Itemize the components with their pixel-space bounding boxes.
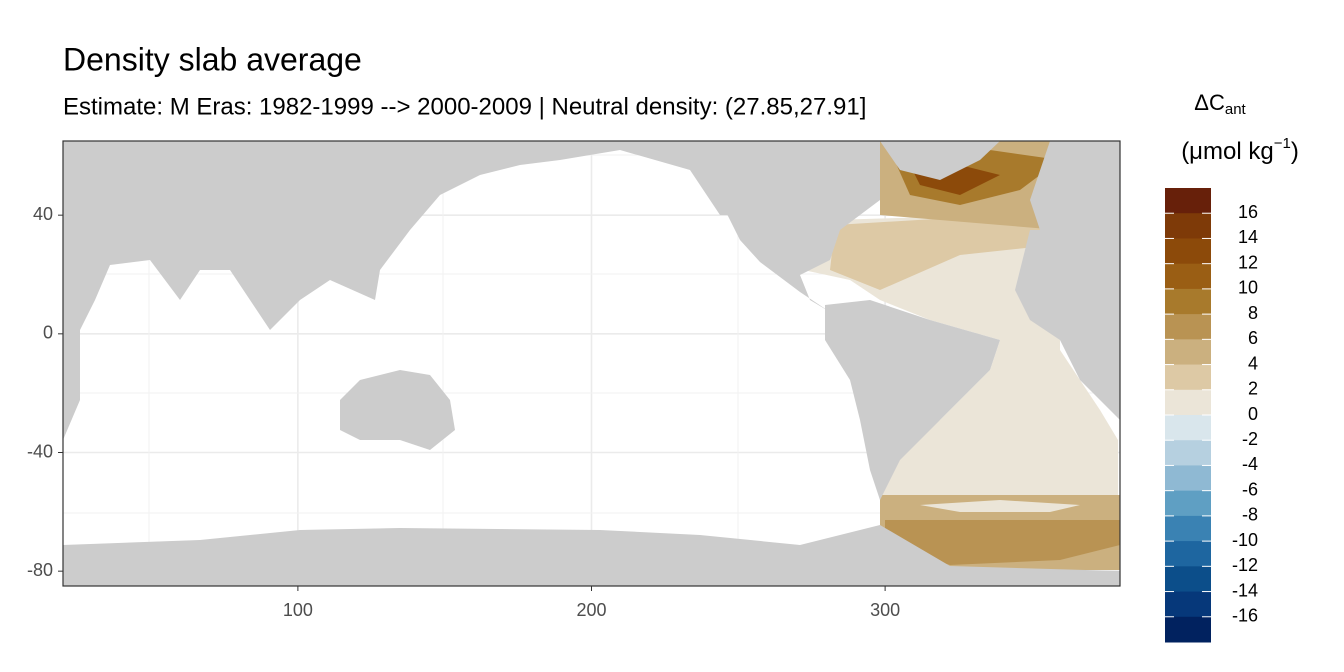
chart-subtitle: Estimate: M Eras: 1982-1999 --> 2000-200… (63, 93, 866, 120)
land-eurasia-africa (63, 141, 880, 440)
land-africa (1015, 230, 1120, 420)
colorbar-label: -16 (1232, 606, 1258, 626)
land-europe (1030, 141, 1120, 230)
map-panel (62, 140, 1121, 587)
land-north-america (700, 141, 880, 312)
colorbar-label: 4 (1248, 353, 1258, 373)
legend-unit: (μmol kg−1) (1181, 135, 1299, 165)
legend-unit-sup: −1 (1274, 135, 1291, 152)
colorbar-label: -12 (1232, 555, 1258, 575)
colorbar-bin (1165, 616, 1211, 643)
field-region (920, 500, 1080, 512)
colorbar: 16 14 12 10 8 6 4 2 0 -2 -4 -6 -8 -10 -12 -14 -16 (1165, 188, 1258, 643)
legend-title-main: ΔC (1194, 90, 1225, 115)
colorbar-label: -4 (1242, 454, 1258, 474)
colorbar-bin (1165, 591, 1211, 618)
colorbar-bin (1165, 288, 1211, 315)
y-tick-label: -40 (27, 441, 53, 461)
colorbar-bin (1165, 263, 1211, 290)
colorbar-bin (1165, 415, 1211, 441)
x-tick-label: 200 (576, 600, 606, 620)
colorbar-label: -6 (1242, 479, 1258, 499)
colorbar-bin (1165, 566, 1211, 593)
y-tick-label: 0 (43, 323, 53, 343)
colorbar-label: 6 (1248, 328, 1258, 348)
colorbar-label: 10 (1238, 278, 1258, 298)
colorbar-label: -2 (1242, 429, 1258, 449)
colorbar-bin (1165, 213, 1211, 239)
colorbar-bin (1165, 515, 1211, 542)
colorbar-label: 14 (1238, 227, 1258, 247)
colorbar-label: 12 (1238, 252, 1258, 272)
y-tick-label: -80 (27, 560, 53, 580)
colorbar-bin (1165, 541, 1211, 567)
field-region (885, 520, 1120, 565)
colorbar-label: 16 (1238, 202, 1258, 222)
colorbar-bin (1165, 188, 1211, 214)
land-south-america (825, 300, 1000, 500)
colorbar-label: -10 (1232, 530, 1258, 550)
legend-title-sub: ant (1225, 101, 1247, 118)
colorbar-bin (1165, 339, 1211, 366)
colorbar-bin (1165, 364, 1211, 391)
colorbar-label: -14 (1232, 580, 1258, 600)
colorbar-label: 2 (1248, 379, 1258, 399)
land-antarctica (63, 525, 1120, 586)
x-tick-label: 100 (283, 600, 313, 620)
colorbar-label: 8 (1248, 303, 1258, 323)
land-greenland (880, 141, 1000, 180)
colorbar-bin (1165, 465, 1211, 492)
legend-unit-main: (μmol kg (1181, 138, 1274, 165)
land-australia (340, 370, 455, 450)
x-tick-label: 300 (870, 600, 900, 620)
colorbar-bin (1165, 238, 1211, 265)
colorbar-bin (1165, 314, 1211, 340)
chart-title: Density slab average (63, 41, 362, 77)
y-tick-label: 40 (33, 204, 53, 224)
land (63, 141, 1120, 586)
colorbar-bin (1165, 490, 1211, 517)
legend-unit-close: ) (1291, 138, 1299, 165)
legend-title: ΔCant (1194, 90, 1246, 118)
colorbar-label: -8 (1242, 505, 1258, 525)
colorbar-label: 0 (1248, 404, 1258, 424)
colorbar-bin (1165, 389, 1211, 416)
colorbar-bin (1165, 440, 1211, 466)
